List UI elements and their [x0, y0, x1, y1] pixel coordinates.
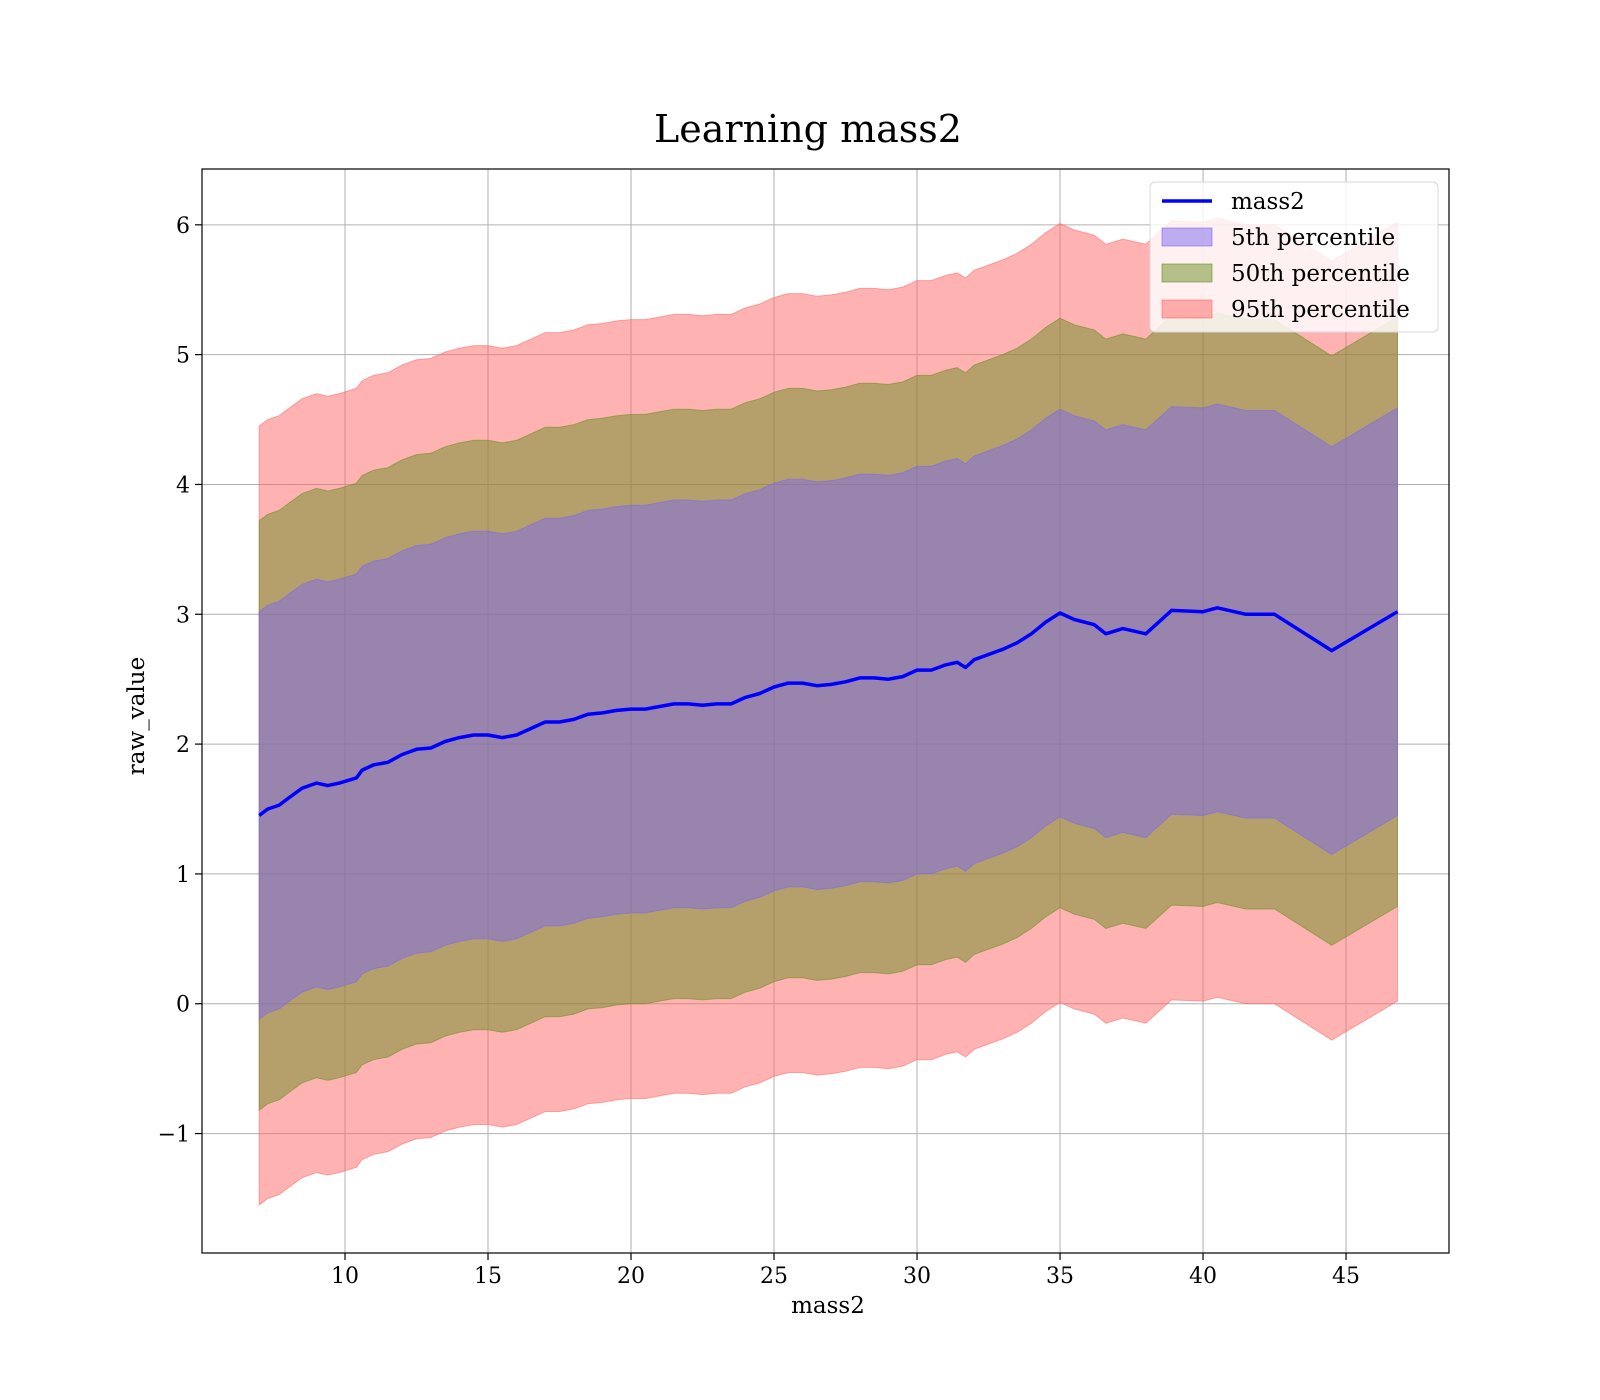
legend: mass2 5th percentile 50th percentile 95th p… [1149, 181, 1439, 333]
y-tick-label: −1 [158, 1123, 190, 1148]
y-tick-label: 2 [176, 733, 190, 758]
legend-swatch-50th-percentile [1161, 263, 1213, 283]
x-tick-label: 40 [1189, 1264, 1217, 1289]
y-tick-label: 0 [176, 993, 190, 1018]
legend-box [1149, 181, 1439, 333]
x-tick-label: 35 [1046, 1264, 1074, 1289]
plot-frame [201, 168, 1450, 1254]
x-tick-label: 10 [331, 1264, 359, 1289]
legend-label-mass2: mass2 [1231, 189, 1305, 215]
y-tick-label: 1 [176, 863, 190, 888]
legend-swatch-5th-percentile [1161, 227, 1213, 247]
legend-label-50th-percentile: 50th percentile [1231, 261, 1410, 287]
x-tick-label: 30 [903, 1264, 931, 1289]
x-tick-label: 20 [617, 1264, 645, 1289]
y-tick-label: 4 [176, 473, 190, 498]
x-tick-label: 45 [1332, 1264, 1360, 1289]
legend-label-95th-percentile: 95th percentile [1231, 297, 1410, 323]
y-tick-label: 5 [176, 344, 190, 369]
legend-label-5th-percentile: 5th percentile [1231, 225, 1395, 251]
x-tick-label: 25 [760, 1264, 788, 1289]
y-axis-title: raw_value [124, 657, 150, 775]
band-5th-percentile [258, 403, 1398, 1021]
x-axis-title: mass2 [791, 1293, 865, 1319]
y-tick-label: 6 [176, 214, 190, 239]
chart-title: Learning mass2 [654, 107, 962, 151]
x-tick-label: 15 [474, 1264, 502, 1289]
series-line-mass2 [258, 606, 1399, 817]
legend-swatch-95th-percentile [1161, 299, 1213, 319]
y-tick-label: 3 [176, 603, 190, 628]
